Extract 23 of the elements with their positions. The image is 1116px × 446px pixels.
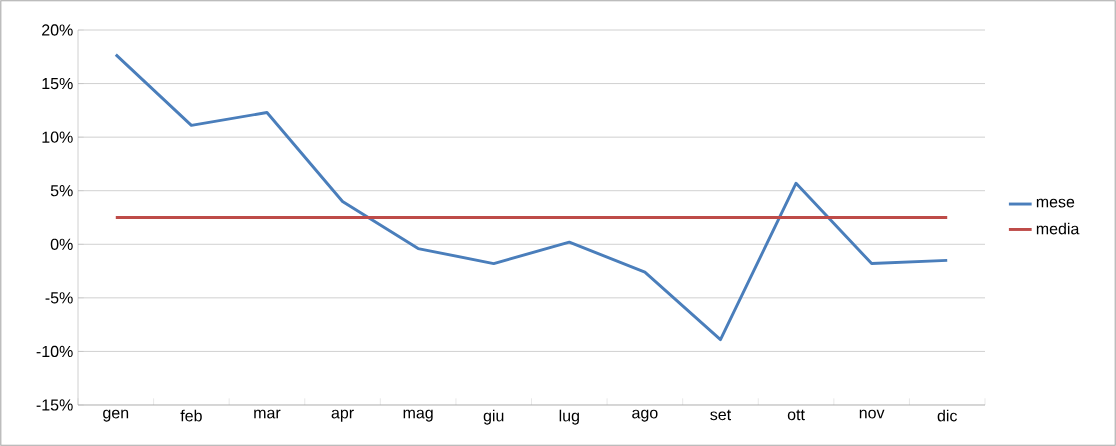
x-tick-label: ott xyxy=(787,409,805,421)
y-tick-label: 5% xyxy=(50,185,73,197)
x-tick-label: lug xyxy=(559,409,579,425)
y-tick-label: -10% xyxy=(36,345,73,358)
x-tick-label: mag xyxy=(403,409,433,422)
y-tick-label: -15% xyxy=(36,399,73,411)
x-tick-label: set xyxy=(710,409,732,421)
line-series xyxy=(114,53,949,342)
x-tick-label: ago xyxy=(632,409,658,422)
y-tick-label: 15% xyxy=(42,77,73,90)
x-tick-label: gen xyxy=(103,409,129,422)
y-tick-label: -5% xyxy=(45,292,73,304)
y-tick-label: 20% xyxy=(42,24,73,36)
y-tick-label: 10% xyxy=(42,131,73,143)
y-tick-label: 0% xyxy=(50,238,73,250)
x-tick-label: nov xyxy=(859,409,885,419)
x-tick-label: apr xyxy=(331,409,354,422)
legend-label: mese xyxy=(1036,198,1075,208)
x-tick-label: giu xyxy=(483,409,504,425)
x-tick-label: mar xyxy=(254,409,281,419)
legend-label: media xyxy=(1036,222,1080,235)
x-tick-label: feb xyxy=(180,409,202,422)
x-tick-label: dic xyxy=(937,409,958,422)
